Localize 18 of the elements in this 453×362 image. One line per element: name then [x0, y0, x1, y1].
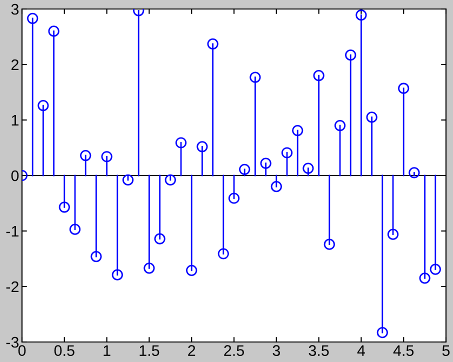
x-tick-label: 2: [188, 345, 196, 356]
x-tick-label: 0.5: [54, 345, 74, 356]
y-tick-label: 2: [11, 59, 18, 70]
x-tick-label: 3: [272, 345, 280, 356]
y-tick-label: 1: [12, 115, 18, 126]
y-tick-label: 3: [11, 4, 19, 15]
x-tick-label: 1: [104, 345, 110, 356]
x-tick-label: 5: [442, 345, 450, 356]
x-tick-label: 0: [18, 345, 26, 356]
y-tick-label: -1: [6, 226, 18, 237]
y-tick-label: -3: [6, 336, 19, 348]
x-tick-label: 4: [357, 345, 365, 356]
x-tick-label: 4.5: [393, 345, 414, 356]
x-tick-label: 1.5: [140, 345, 160, 356]
x-tick-label: 3.5: [308, 345, 329, 356]
x-tick-label: 2.5: [224, 345, 244, 356]
y-tick-label: 0: [11, 170, 19, 182]
y-tick-label: -2: [6, 281, 18, 292]
